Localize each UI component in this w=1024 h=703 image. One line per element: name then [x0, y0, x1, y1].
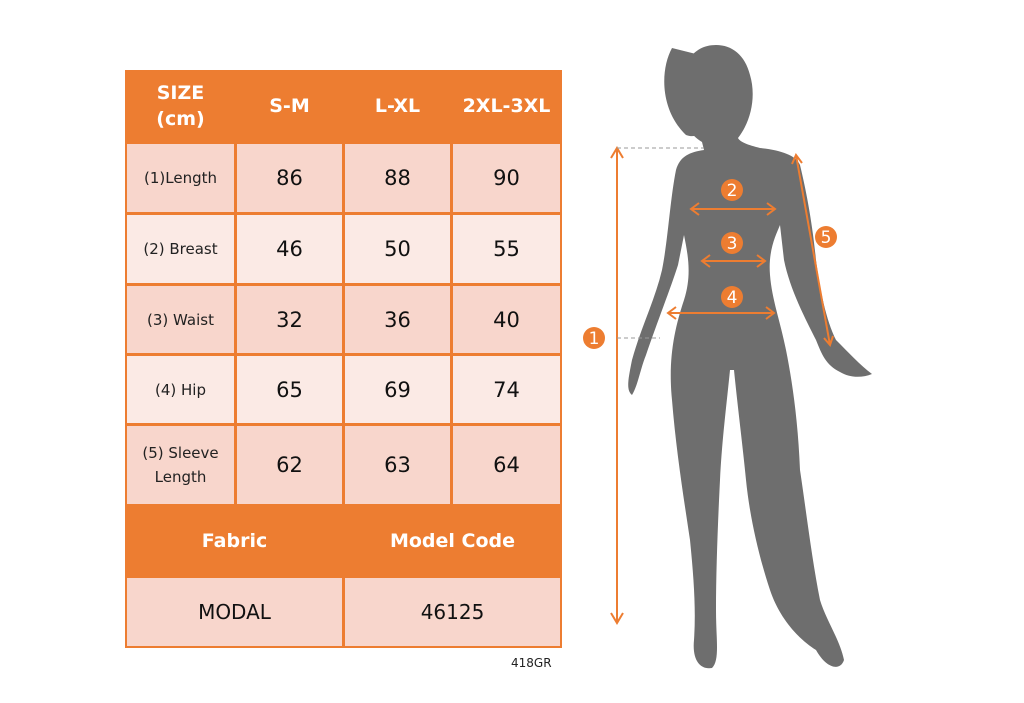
size-value: 74: [453, 356, 560, 423]
size-value: 90: [453, 144, 560, 212]
body-silhouette: 1 2 3 4 5: [583, 45, 872, 669]
marker-label: 5: [821, 228, 832, 248]
marker-label: 2: [727, 181, 738, 201]
size-value: 55: [453, 215, 560, 283]
marker-label: 1: [589, 329, 600, 349]
marker-1: 1: [583, 327, 605, 349]
size-value: 69: [345, 356, 450, 423]
marker-2: 2: [721, 179, 743, 201]
size-value: 62: [237, 426, 342, 504]
marker-5: 5: [815, 226, 837, 248]
row-label: (5) Sleeve Length: [127, 426, 234, 504]
sleeve-arrow: [791, 153, 834, 347]
header-2xl-3xl: 2XL-3XL: [462, 95, 551, 117]
size-chart-table: SIZE (cm) S-M L-XL 2XL-3XL (1)Length 86 88…: [125, 70, 562, 648]
row-label: (3) Waist: [127, 286, 234, 353]
size-value: 50: [345, 215, 450, 283]
size-value: 46: [237, 215, 342, 283]
size-value: 36: [345, 286, 450, 353]
row-label-line: Length: [154, 468, 207, 486]
header-size-label: SIZE: [156, 82, 205, 104]
size-value: 40: [453, 286, 560, 353]
marker-label: 4: [727, 288, 738, 308]
size-value: 63: [345, 426, 450, 504]
row-label-line: (5) Sleeve: [142, 444, 219, 462]
marker-3: 3: [721, 232, 743, 254]
header-unit-label: (cm): [156, 108, 205, 130]
waist-arrow: [700, 254, 767, 268]
fabric-value: MODAL: [127, 578, 342, 646]
header-s-m: S-M: [269, 95, 310, 117]
size-value: 86: [237, 144, 342, 212]
marker-4: 4: [721, 286, 743, 308]
model-code-header: Model Code: [389, 530, 516, 552]
product-code: 418GR: [511, 656, 552, 670]
fabric-header: Fabric: [201, 530, 268, 552]
size-value: 88: [345, 144, 450, 212]
size-value: 64: [453, 426, 560, 504]
silhouette-icon: [628, 45, 872, 669]
row-label: (1)Length: [127, 144, 234, 212]
model-code-value: 46125: [345, 578, 560, 646]
size-value: 65: [237, 356, 342, 423]
size-value: 32: [237, 286, 342, 353]
row-label: (4) Hip: [127, 356, 234, 423]
marker-label: 3: [727, 234, 738, 254]
row-label: (2) Breast: [127, 215, 234, 283]
hip-arrow: [666, 306, 776, 320]
header-l-xl: L-XL: [374, 95, 421, 117]
header-size: SIZE (cm): [127, 70, 234, 142]
breast-arrow: [689, 202, 777, 216]
